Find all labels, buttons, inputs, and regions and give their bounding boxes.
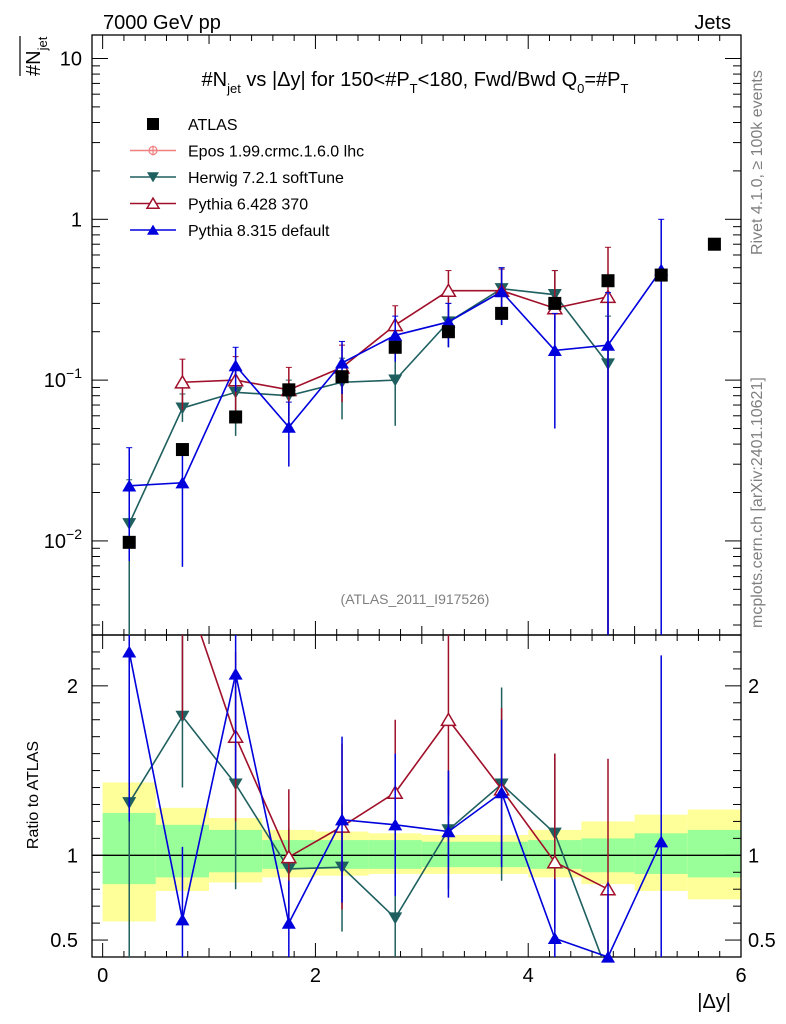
- series-marker: [388, 374, 403, 387]
- series-marker: [281, 916, 296, 929]
- ratio-panel-series: [122, 635, 669, 963]
- rivet-label: Rivet 4.1.0, ≥ 100k events: [749, 70, 766, 255]
- legend-label: Pythia 6.428 370: [188, 197, 308, 214]
- energy-label: 7000 GeV pp: [103, 12, 221, 34]
- series-marker: [335, 813, 350, 826]
- legend-label: ATLAS: [188, 117, 238, 134]
- legend: ATLAS Epos 1.99.crmc.1.6.0 lhc Herwig 7.2.…: [130, 117, 364, 240]
- data-marker: [388, 340, 402, 354]
- y-axis-label: #Njet: [19, 36, 50, 76]
- ratio-y-tick-label-right: 2: [748, 676, 759, 698]
- y-tick-label: 10: [60, 48, 82, 70]
- legend-entry: Pythia 6.428 370: [130, 197, 308, 214]
- data-marker: [495, 306, 509, 320]
- series-marker: [547, 932, 562, 944]
- x-tick-label: 2: [310, 965, 321, 987]
- series-marker: [654, 835, 669, 848]
- legend-entry: ATLAS: [147, 117, 238, 134]
- series-marker: [494, 285, 509, 298]
- series-marker: [122, 479, 137, 492]
- main-panel-series: [122, 218, 721, 635]
- series-marker: [494, 786, 509, 799]
- data-marker: [147, 118, 159, 130]
- series-atlas: [122, 237, 721, 549]
- analysis-label: (ATLAS_2011_I917526): [341, 591, 490, 607]
- data-marker: [548, 296, 562, 310]
- data-marker: [601, 274, 615, 288]
- series-marker: [174, 374, 191, 389]
- data-marker: [335, 370, 349, 384]
- series-marker: [228, 359, 243, 372]
- legend-label: Pythia 8.315 default: [188, 223, 330, 240]
- series-marker: [145, 196, 161, 210]
- series-marker: [441, 315, 456, 328]
- data-marker: [122, 535, 136, 549]
- x-tick-label: 4: [523, 965, 534, 987]
- series-marker: [388, 818, 403, 831]
- legend-entry: Pythia 8.315 default: [130, 223, 330, 240]
- legend-label: Herwig 7.2.1 softTune: [188, 170, 344, 187]
- series-marker: [147, 172, 159, 183]
- series-marker: [547, 344, 562, 357]
- legend-label: Epos 1.99.crmc.1.6.0 lhc: [188, 144, 364, 161]
- series-marker: [175, 476, 190, 489]
- y-tick-label: 1: [71, 209, 82, 231]
- mcplots-label: mcplots.cern.ch [arXiv:2401.10621]: [749, 377, 766, 628]
- series-line: [128, 287, 609, 525]
- series-marker: [440, 282, 457, 298]
- category-label: Jets: [694, 12, 731, 34]
- y-tick-label: 10−2: [44, 526, 82, 553]
- ratio-y-axis-label: Ratio to ATLAS: [25, 741, 42, 849]
- series-marker: [175, 913, 190, 926]
- series-marker: [601, 338, 616, 351]
- legend-entry: Herwig 7.2.1 softTune: [130, 170, 344, 187]
- data-marker: [441, 325, 455, 339]
- legend-entry: Epos 1.99.crmc.1.6.0 lhc: [130, 144, 364, 161]
- x-axis-label: |Δy|: [697, 991, 731, 1013]
- ratio-y-tick-label: 1: [67, 845, 78, 867]
- svg-text:#Njet: #Njet: [23, 36, 50, 76]
- series-marker: [122, 645, 137, 658]
- series-marker: [388, 328, 403, 341]
- ratio-series-pythia8: [122, 635, 669, 963]
- series-pythia8: [122, 218, 669, 635]
- band-inner: [687, 829, 741, 878]
- data-marker: [707, 237, 721, 251]
- series-marker: [601, 950, 616, 963]
- data-marker: [229, 410, 243, 424]
- ratio-series-herwig: [122, 635, 609, 957]
- series-marker: [335, 356, 350, 369]
- ratio-y-tick-label-right: 0.5: [748, 930, 776, 952]
- data-marker: [654, 268, 668, 282]
- x-tick-label: 6: [735, 965, 746, 987]
- x-tick-label: 0: [97, 965, 108, 987]
- uncertainty-bands: [102, 782, 741, 922]
- series-marker: [228, 667, 243, 680]
- ratio-series-pythia6: [181, 635, 617, 957]
- data-marker: [282, 383, 296, 397]
- chart-title: #Njet vs |Δy| for 150<#PT<180, Fwd/Bwd Q…: [202, 69, 629, 96]
- y-tick-label: 10−1: [44, 365, 82, 392]
- series-marker: [440, 711, 457, 727]
- ratio-line: [128, 714, 603, 957]
- series-marker: [280, 849, 298, 864]
- series-marker: [441, 825, 456, 838]
- axes-frame: [91, 34, 742, 958]
- series-marker: [546, 854, 564, 869]
- ratio-y-tick-label-right: 1: [748, 845, 759, 867]
- series-marker: [388, 912, 403, 925]
- series-marker: [281, 420, 296, 433]
- data-marker: [175, 443, 189, 457]
- series-marker: [147, 224, 159, 235]
- ratio-y-tick-label: 2: [67, 676, 78, 698]
- ratio-panel-frame: [91, 634, 742, 958]
- axis-ticks: 0 2 4 6 10−2 10−1 1 10 0.5 0.5 1 1 2 2: [44, 35, 776, 987]
- ratio-y-tick-label: 0.5: [50, 930, 78, 952]
